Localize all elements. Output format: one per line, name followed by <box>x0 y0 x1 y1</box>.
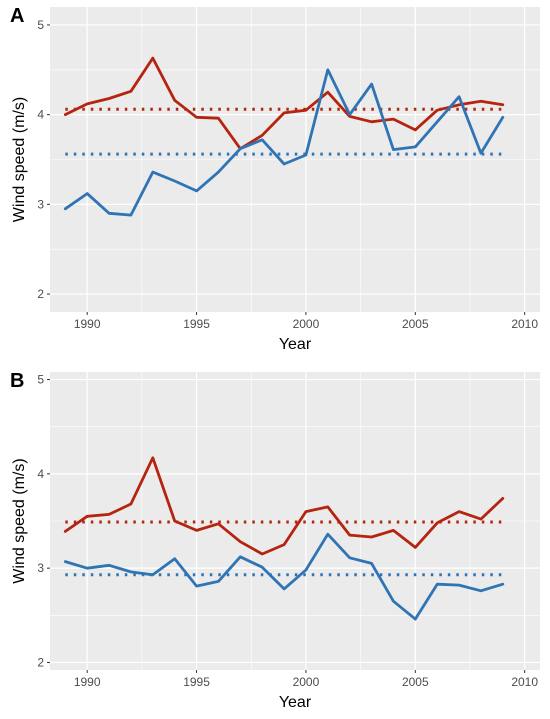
x-tick-label: 1995 <box>183 675 210 689</box>
y-tick-label: 2 <box>37 655 44 669</box>
panel-label: B <box>10 370 24 392</box>
grid <box>50 7 540 312</box>
tick-layer: 1990 1995 2000 2005 2010 2 3 4 5 <box>37 18 538 331</box>
y-tick-label: 5 <box>37 18 44 32</box>
panel-label: A <box>10 5 24 27</box>
y-tick-label: 2 <box>37 287 44 301</box>
series-layer <box>63 456 505 621</box>
y-tick-label: 4 <box>37 108 44 122</box>
y-axis-title: Wind speed (m/s) <box>11 97 28 222</box>
grid <box>50 372 540 670</box>
series-layer <box>63 56 505 217</box>
x-tick-label: 2000 <box>293 675 320 689</box>
tick-layer: 1990 1995 2000 2005 2010 2 3 4 5 <box>37 373 538 689</box>
panel-a: A 1990 1995 2000 2005 2010 2 3 4 5 Year Wind spe… <box>10 5 540 353</box>
y-tick-label: 3 <box>37 561 44 575</box>
y-tick-label: 3 <box>37 197 44 211</box>
series-line <box>63 56 505 151</box>
x-tick-label: 2005 <box>402 675 429 689</box>
x-tick-label: 1995 <box>183 317 210 331</box>
panel-b: B 1990 1995 2000 2005 2010 2 3 4 5 Year Wind spe… <box>10 370 540 711</box>
x-tick-label: 2010 <box>511 675 538 689</box>
series-line <box>63 456 505 556</box>
y-tick-label: 4 <box>37 467 44 481</box>
x-tick-label: 2000 <box>293 317 320 331</box>
x-tick-label: 1990 <box>74 675 101 689</box>
series-line <box>63 68 505 217</box>
series-line <box>63 532 505 621</box>
x-axis-title: Year <box>279 694 312 711</box>
x-tick-label: 1990 <box>74 317 101 331</box>
y-axis-title: Wind speed (m/s) <box>11 458 28 583</box>
y-tick-label: 5 <box>37 373 44 387</box>
x-tick-label: 2010 <box>511 317 538 331</box>
x-tick-label: 2005 <box>402 317 429 331</box>
x-axis-title: Year <box>279 336 312 353</box>
